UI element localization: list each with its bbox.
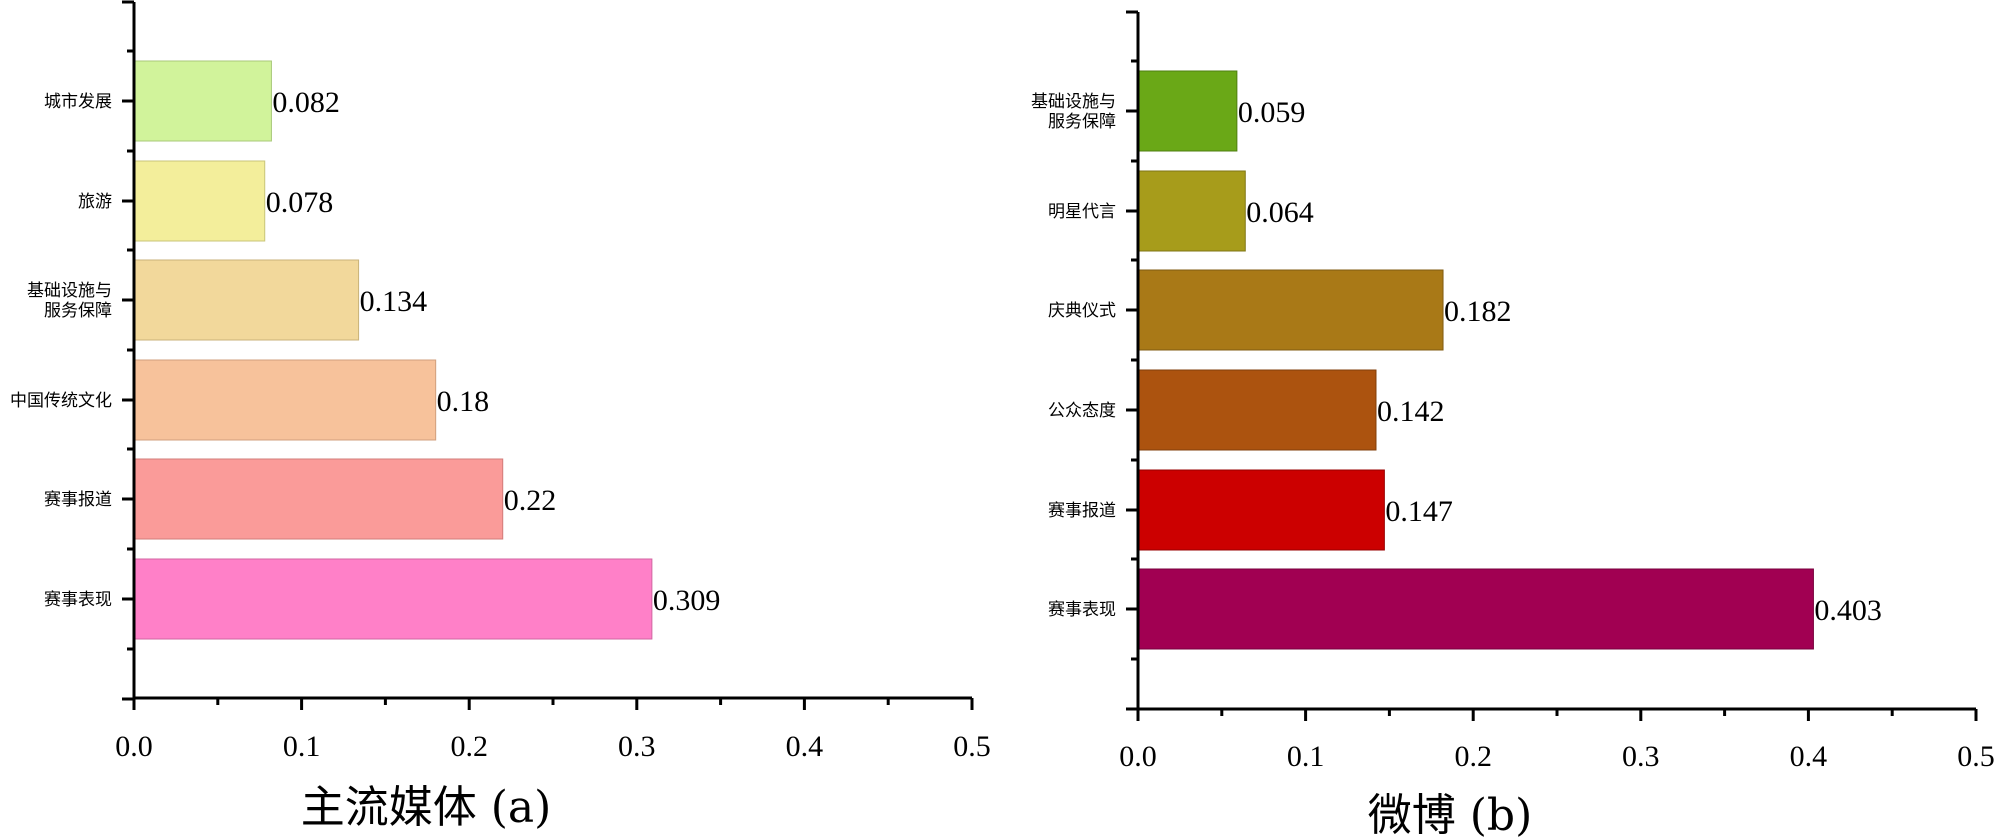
- category-tick-label: 服务保障: [44, 301, 112, 321]
- data-label: 0.309: [653, 584, 721, 617]
- x-tick-label: 0.1: [283, 730, 321, 763]
- x-tick-label: 0.0: [1119, 740, 1157, 773]
- category-tick-label: 服务保障: [1048, 112, 1116, 132]
- data-label: 0.182: [1444, 295, 1512, 328]
- x-tick-label: 0.0: [115, 730, 153, 763]
- category-tick-label: 基础设施与: [27, 281, 112, 301]
- category-tick-label: 旅游: [78, 192, 112, 212]
- x-tick-label: 0.4: [786, 730, 824, 763]
- category-tick-label: 赛事表现: [44, 589, 112, 610]
- bar: [133, 359, 437, 441]
- category-tick-label: 赛事报道: [1048, 500, 1116, 521]
- category-tick-label: 明星代言: [1048, 202, 1116, 222]
- data-label: 0.22: [504, 484, 556, 517]
- bar: [1137, 369, 1377, 451]
- data-label: 0.142: [1377, 395, 1445, 428]
- data-label: 0.064: [1246, 196, 1314, 229]
- bar: [133, 60, 272, 142]
- bar: [1137, 568, 1814, 650]
- x-axis-title: 主流媒体 (a): [301, 782, 552, 833]
- category-tick-label: 城市发展: [44, 92, 112, 112]
- category-tick-label: 公众态度: [1048, 401, 1116, 421]
- x-tick-label: 0.3: [1622, 740, 1660, 773]
- x-tick-label: 0.5: [1957, 740, 1995, 773]
- bar: [133, 259, 360, 341]
- bar: [133, 160, 266, 242]
- x-tick-label: 0.4: [1790, 740, 1828, 773]
- category-tick-label: 庆典仪式: [1048, 301, 1116, 321]
- bar: [1137, 70, 1238, 152]
- x-tick-label: 0.2: [1454, 740, 1492, 773]
- bar: [1137, 269, 1444, 351]
- category-tick-label: 赛事报道: [44, 489, 112, 510]
- x-tick-label: 0.2: [450, 730, 488, 763]
- x-tick-label: 0.1: [1287, 740, 1325, 773]
- bar: [1137, 469, 1385, 551]
- data-label: 0.147: [1385, 495, 1453, 528]
- x-tick-label: 0.3: [618, 730, 656, 763]
- category-tick-label: 基础设施与: [1031, 92, 1116, 112]
- x-axis-title: 微博 (b): [1368, 790, 1532, 839]
- data-label: 0.134: [360, 285, 428, 318]
- x-tick-label: 0.5: [953, 730, 991, 763]
- category-tick-label: 中国传统文化: [10, 391, 112, 411]
- data-label: 0.18: [437, 385, 490, 418]
- category-tick-label: 赛事表现: [1048, 599, 1116, 620]
- data-label: 0.403: [1814, 594, 1882, 627]
- bar: [1137, 170, 1246, 252]
- bar: [133, 558, 653, 640]
- data-label: 0.082: [272, 86, 340, 119]
- data-label: 0.059: [1238, 96, 1306, 129]
- bar: [133, 458, 504, 540]
- data-label: 0.078: [266, 186, 334, 219]
